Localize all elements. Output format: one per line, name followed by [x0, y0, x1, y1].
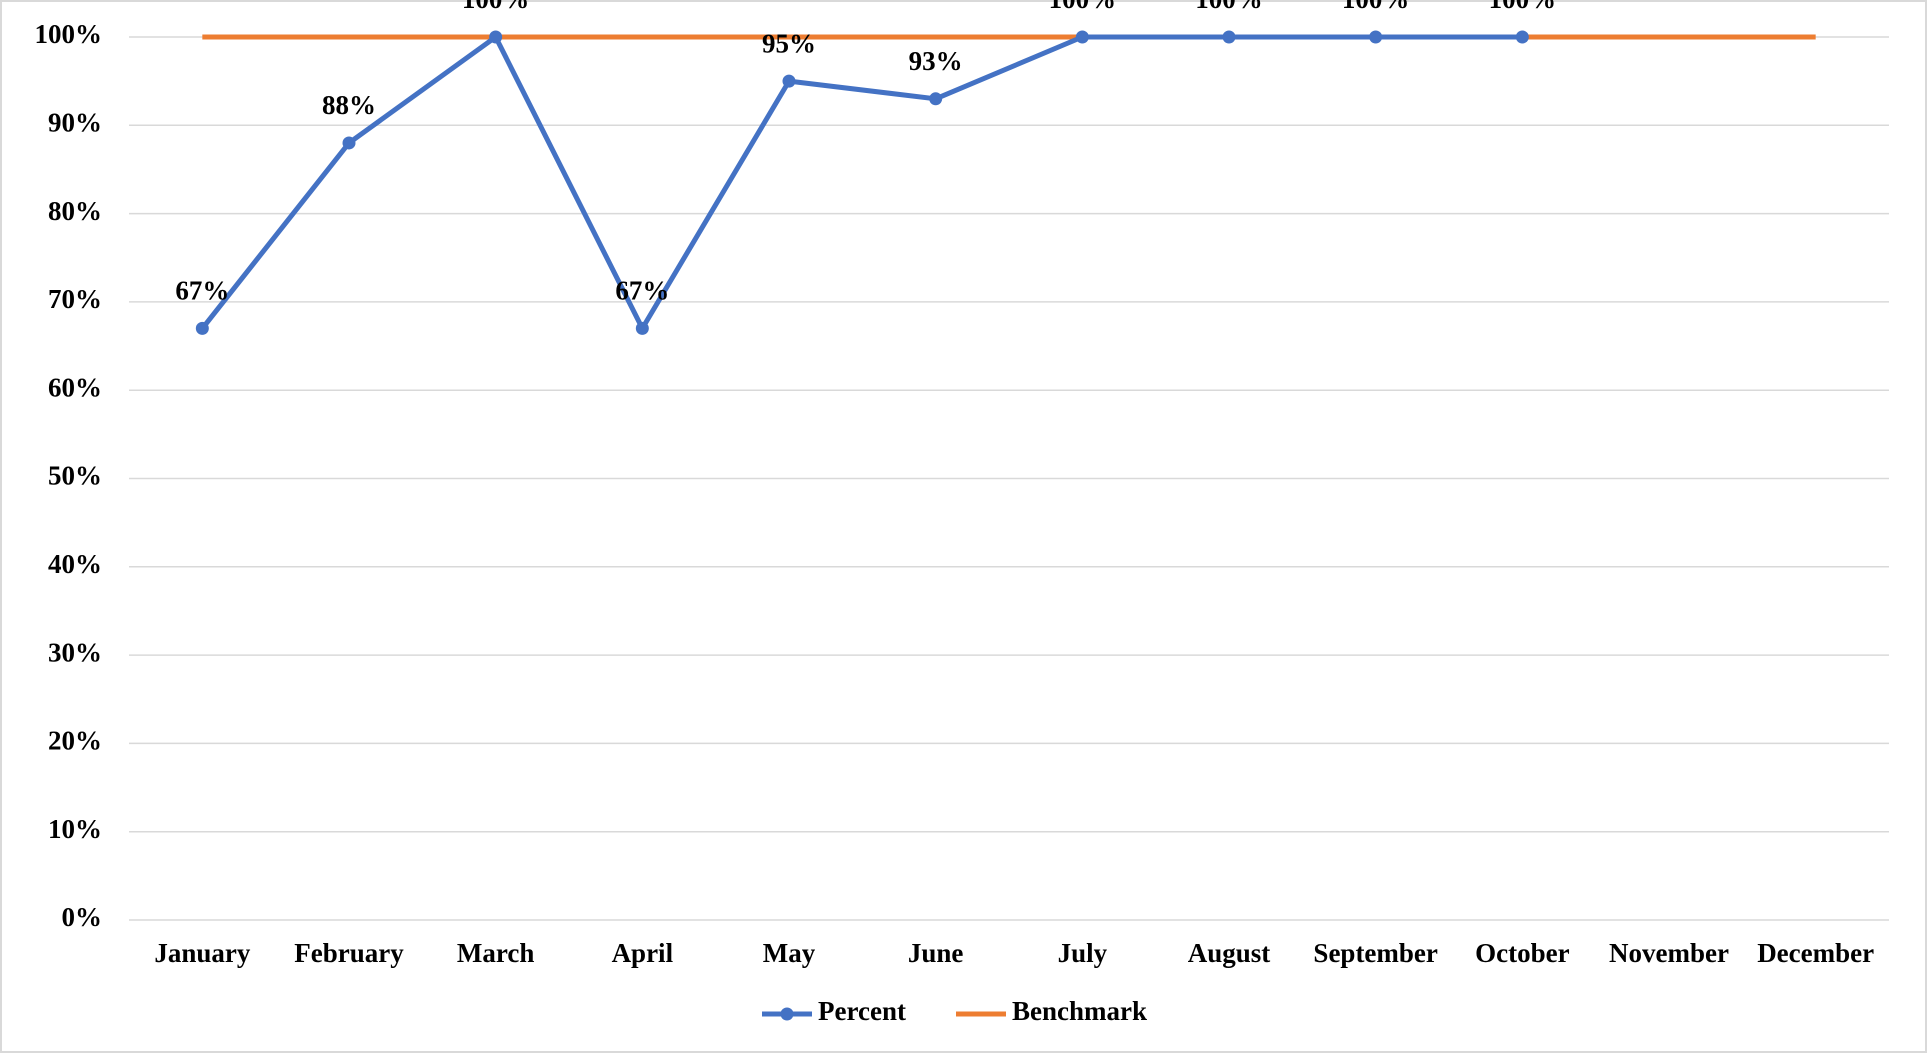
- data-point: [929, 92, 943, 106]
- data-label: 100%: [462, 0, 530, 14]
- data-label: 67%: [175, 276, 229, 306]
- x-tick-label: June: [908, 938, 964, 968]
- data-label: 100%: [1049, 0, 1117, 14]
- y-tick-label: 0%: [62, 902, 103, 932]
- x-tick-label: November: [1609, 938, 1729, 968]
- data-label: 100%: [1489, 0, 1557, 14]
- x-tick-label: July: [1058, 938, 1108, 968]
- data-point: [1369, 30, 1383, 44]
- x-tick-label: May: [763, 938, 816, 968]
- data-point: [195, 321, 209, 335]
- legend-label: Benchmark: [1012, 996, 1147, 1026]
- data-label: 100%: [1195, 0, 1263, 14]
- x-tick-label: August: [1188, 938, 1271, 968]
- y-tick-label: 40%: [48, 549, 102, 579]
- y-tick-label: 10%: [48, 814, 102, 844]
- legend-label: Percent: [818, 996, 906, 1026]
- data-label: 100%: [1342, 0, 1410, 14]
- x-tick-label: September: [1313, 938, 1437, 968]
- y-tick-label: 20%: [48, 726, 102, 756]
- data-label: 67%: [615, 276, 669, 306]
- x-tick-label: January: [154, 938, 251, 968]
- data-point: [1222, 30, 1236, 44]
- series-line: [200, 34, 1523, 331]
- data-point: [635, 321, 649, 335]
- data-point: [1075, 30, 1089, 44]
- data-label: 95%: [762, 28, 816, 58]
- data-point: [782, 74, 796, 88]
- data-label: 88%: [322, 90, 376, 120]
- x-tick-label: October: [1475, 938, 1569, 968]
- data-point: [489, 30, 503, 44]
- y-tick-label: 70%: [48, 284, 102, 314]
- y-tick-label: 90%: [48, 108, 102, 138]
- y-tick-label: 80%: [48, 196, 102, 226]
- y-tick-label: 100%: [35, 19, 103, 49]
- x-tick-label: February: [294, 938, 404, 968]
- x-tick-label: March: [457, 938, 534, 968]
- y-tick-label: 30%: [48, 637, 102, 667]
- data-point: [342, 136, 356, 150]
- x-tick-label: April: [612, 938, 674, 968]
- data-label: 93%: [909, 46, 963, 76]
- y-tick-label: 60%: [48, 372, 102, 402]
- data-point: [1515, 30, 1529, 44]
- legend-marker: [780, 1007, 794, 1021]
- x-tick-label: December: [1757, 938, 1874, 968]
- y-tick-label: 50%: [48, 461, 102, 491]
